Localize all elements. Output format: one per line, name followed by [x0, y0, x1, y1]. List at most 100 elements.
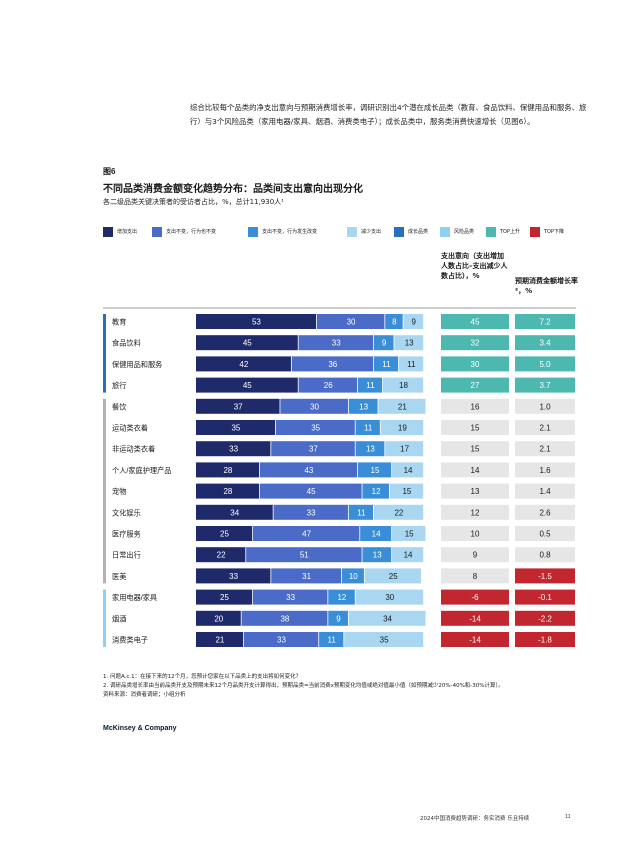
footnote-2: 2. 调研品类增长率由当前品类开支及预期未来12个月品类开支计算得出，预期品类=… — [103, 683, 504, 689]
net-intent-cell — [441, 568, 509, 584]
growth-cell — [515, 377, 575, 393]
bar-segment — [196, 526, 253, 541]
bar-value-label: 35 — [311, 424, 320, 433]
net-intent-cell — [441, 420, 509, 435]
legend-label: TOP下降 — [544, 229, 565, 235]
growth-value: 1.6 — [539, 466, 551, 475]
bar-value-label: 26 — [324, 381, 333, 390]
bar-value-label: 34 — [383, 614, 392, 623]
bar-segment — [259, 462, 358, 478]
bar-segment — [196, 504, 273, 520]
bar-value-label: 12 — [372, 487, 381, 496]
bar-value-label: 21 — [398, 402, 407, 411]
bar-value-label: 21 — [215, 636, 224, 645]
net-intent-value: 15 — [471, 424, 480, 433]
bar-segment — [348, 398, 378, 414]
growth-value: -0.1 — [538, 593, 552, 602]
legend-swatch — [103, 227, 113, 237]
bar-segment — [373, 356, 399, 372]
growth-cell — [515, 420, 575, 435]
growth-value: -1.5 — [538, 572, 552, 581]
bar-segment — [271, 568, 342, 584]
bar-value-label: 11 — [328, 636, 337, 645]
bar-segment — [348, 610, 426, 626]
bar-segment — [362, 547, 392, 563]
bar-value-label: 42 — [239, 360, 248, 369]
bar-segment — [259, 483, 362, 499]
bar-value-label: 51 — [300, 551, 309, 560]
bar-value-label: 25 — [220, 530, 229, 539]
page-footer: 2024中国消费趋势调研：务实消费 乐且持续 — [420, 816, 530, 822]
bar-segment — [196, 335, 298, 351]
net-intent-value: 13 — [471, 487, 480, 496]
bar-value-label: 11 — [366, 381, 375, 390]
category-label: 旅行 — [112, 381, 126, 390]
bar-segment — [196, 568, 271, 584]
bar-segment — [360, 526, 392, 541]
growth-value: 0.8 — [539, 551, 551, 560]
net-intent-value: -14 — [469, 636, 481, 645]
bar-value-label: 28 — [223, 466, 232, 475]
legend-swatch — [248, 227, 258, 237]
bar-value-label: 20 — [214, 614, 223, 623]
net-intent-cell — [441, 589, 509, 605]
bar-segment — [275, 420, 355, 435]
bar-segment — [394, 335, 424, 351]
bar-value-label: 28 — [223, 487, 232, 496]
bar-segment — [355, 420, 380, 435]
category-label: 餐饮 — [112, 402, 127, 411]
net-intent-value: 14 — [471, 466, 480, 475]
bar-value-label: 9 — [382, 339, 387, 348]
legend-label: 增加支出 — [117, 229, 138, 235]
net-intent-value: -14 — [469, 614, 481, 623]
group-bar-2 — [103, 589, 106, 647]
net-intent-cell — [441, 483, 509, 499]
bar-value-label: 11 — [357, 508, 366, 517]
bar-segment — [253, 589, 328, 605]
growth-cell — [515, 314, 575, 329]
growth-cell — [515, 504, 575, 520]
net-intent-value: 32 — [471, 339, 480, 348]
bar-value-label: 13 — [405, 339, 414, 348]
legend-swatch — [347, 227, 357, 237]
category-label: 医疗服务 — [112, 530, 141, 539]
bar-segment — [385, 441, 424, 457]
bar-value-label: 9 — [336, 614, 341, 623]
net-intent-cell — [441, 504, 509, 520]
bar-value-label: 37 — [234, 402, 243, 411]
bar-segment — [196, 462, 260, 478]
growth-cell — [515, 441, 575, 457]
bar-value-label: 10 — [349, 572, 358, 581]
growth-cell — [515, 526, 575, 541]
bar-value-label: 9 — [412, 318, 417, 327]
bar-value-label: 30 — [347, 318, 356, 327]
bar-value-label: 30 — [385, 593, 394, 602]
net-intent-cell — [441, 335, 509, 351]
figure-title: 不同品类消费金额变化趋势分布：品类间支出意向出现分化 — [103, 184, 363, 195]
growth-cell — [515, 568, 575, 584]
figure-subtitle: 各二级品类关键决策者的受访者占比，%，总计11,930人¹ — [103, 198, 284, 206]
net-intent-value: -6 — [471, 593, 479, 602]
bar-segment — [280, 398, 348, 414]
legend-label: 风险品类 — [454, 229, 475, 235]
bar-segment — [348, 504, 374, 520]
bar-value-label: 22 — [394, 508, 403, 517]
net-intent-value: 30 — [471, 360, 480, 369]
bar-segment — [246, 547, 362, 563]
bar-value-label: 25 — [220, 593, 229, 602]
bar-segment — [319, 632, 344, 647]
legend-swatch — [486, 227, 496, 237]
net-intent-value: 9 — [473, 551, 478, 560]
net-intent-cell — [441, 314, 509, 329]
bar-segment — [253, 526, 360, 541]
growth-value: 0.5 — [539, 530, 551, 539]
bar-value-label: 45 — [243, 381, 252, 390]
category-label: 消费类电子 — [112, 636, 148, 645]
legend-label: 成长品类 — [408, 229, 429, 235]
net-intent-value: 15 — [471, 445, 480, 454]
category-label: 个人/家庭护理产品 — [112, 466, 172, 475]
footnote-1: 1. 问题A.c.1：在接下来的12个月，您预计您家在以下品类上的支出将如何变化… — [103, 674, 302, 680]
bar-segment — [328, 610, 348, 626]
bar-value-label: 33 — [286, 593, 295, 602]
bar-segment — [328, 589, 355, 605]
